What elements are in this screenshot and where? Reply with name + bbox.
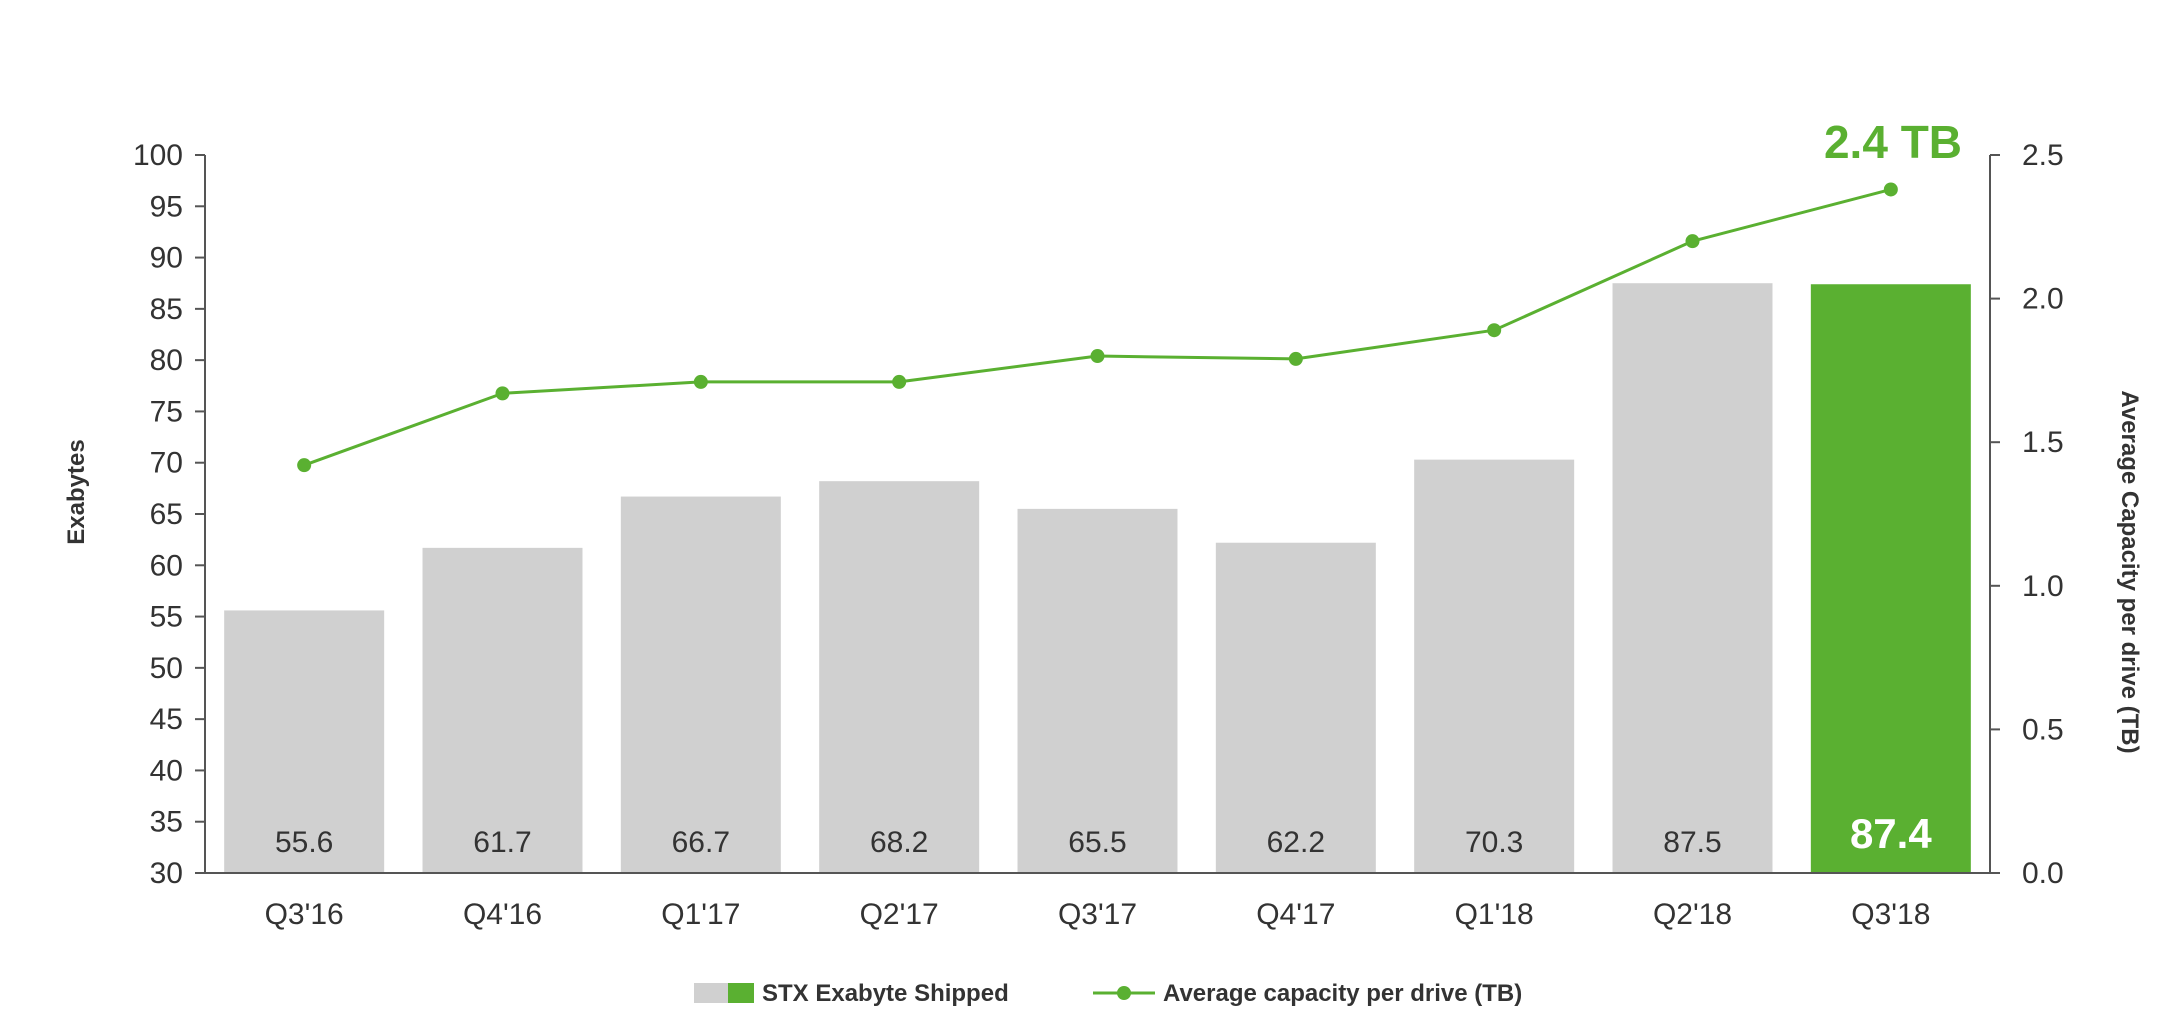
bar-value-label: 87.4 [1850,810,1932,857]
axes-group: 30 35 40 45 50 55 60 65 70 75 80 85 90 95 100 0.0 0.5 1.0… [133,139,2064,931]
bar-Q3'18 [1810,284,1971,873]
x-tick-label: Q1'17 [661,898,740,931]
capacity-point [693,374,708,389]
capacity-point [1288,351,1303,366]
y-tick-label: 80 [150,344,183,377]
bar-Q4'16 [422,547,583,873]
capacity-point [297,458,312,473]
bar-Q2'18 [1612,283,1773,873]
y-tick-label: 95 [150,190,183,223]
y2-axis-title: Average Capacity per drive (TB) [2116,390,2143,753]
line-group [297,182,1898,473]
legend-line-marker [1117,986,1131,1000]
annotation-label: 2.4 TB [1824,116,1962,168]
y-tick-label: 30 [150,857,183,890]
bar-value-label: 87.5 [1663,826,1721,859]
y-tick-label: 65 [150,498,183,531]
legend-item-bar: STX Exabyte Shipped [694,980,1009,1007]
x-tick-label: Q4'17 [1256,898,1335,931]
bar-Q1'17 [620,496,781,873]
y-tick-label: 50 [150,652,183,685]
bar-Q4'17 [1215,542,1376,873]
y-tick-label: 85 [150,293,183,326]
y-tick-label: 55 [150,601,183,634]
bar-value-label: 66.7 [672,826,730,859]
bar-value-label: 70.3 [1465,826,1523,859]
y-tick-label: 60 [150,549,183,582]
x-tick-label: Q2'18 [1653,898,1732,931]
y2-tick-label: 1.0 [2022,570,2064,603]
legend-bar-swatch-gray [694,983,728,1003]
y-tick-label: 90 [150,242,183,275]
y2-tick-label: 0.5 [2022,713,2064,746]
x-tick-label: Q3'16 [265,898,344,931]
x-tick-label: Q2'17 [860,898,939,931]
y-tick-label: 100 [133,139,183,172]
bar-Q2'17 [819,481,980,873]
y-tick-label: 45 [150,703,183,736]
labels-group: 55.6 61.7 66.7 68.2 65.5 62.2 70.3 87.5 87.4 [275,810,1932,859]
y2-tick-label: 2.0 [2022,283,2064,316]
y2-tick-label: 0.0 [2022,857,2064,890]
capacity-point [892,374,907,389]
x-tick-label: Q1'18 [1455,898,1534,931]
legend-bar-label: STX Exabyte Shipped [762,980,1009,1007]
x-tick-label: Q3'17 [1058,898,1137,931]
y-axis-title: Exabytes [63,439,90,544]
y-tick-label: 70 [150,447,183,480]
bar-value-label: 55.6 [275,826,333,859]
legend: STX Exabyte Shipped Average capacity per… [694,980,1522,1007]
x-tick-label: Q4'16 [463,898,542,931]
x-tick-label: Q3'18 [1851,898,1930,931]
bar-value-label: 62.2 [1267,826,1325,859]
capacity-point [1487,323,1502,338]
legend-line-label: Average capacity per drive (TB) [1163,980,1522,1007]
y2-tick-label: 2.5 [2022,139,2064,172]
legend-bar-swatch-green [728,983,754,1003]
capacity-point [1685,234,1700,249]
bar-Q3'17 [1017,508,1178,873]
bars-group [224,283,1971,873]
bar-Q3'16 [224,610,385,873]
capacity-point [1090,349,1105,364]
capacity-point [1883,182,1898,197]
y-tick-label: 35 [150,806,183,839]
bar-value-label: 68.2 [870,826,928,859]
bar-value-label: 65.5 [1068,826,1126,859]
legend-item-line: Average capacity per drive (TB) [1093,980,1522,1007]
y2-tick-label: 1.5 [2022,426,2064,459]
y-tick-label: 40 [150,754,183,787]
capacity-point [495,386,510,401]
bar-Q1'18 [1414,459,1575,873]
y-tick-label: 75 [150,395,183,428]
bar-value-label: 61.7 [473,826,531,859]
